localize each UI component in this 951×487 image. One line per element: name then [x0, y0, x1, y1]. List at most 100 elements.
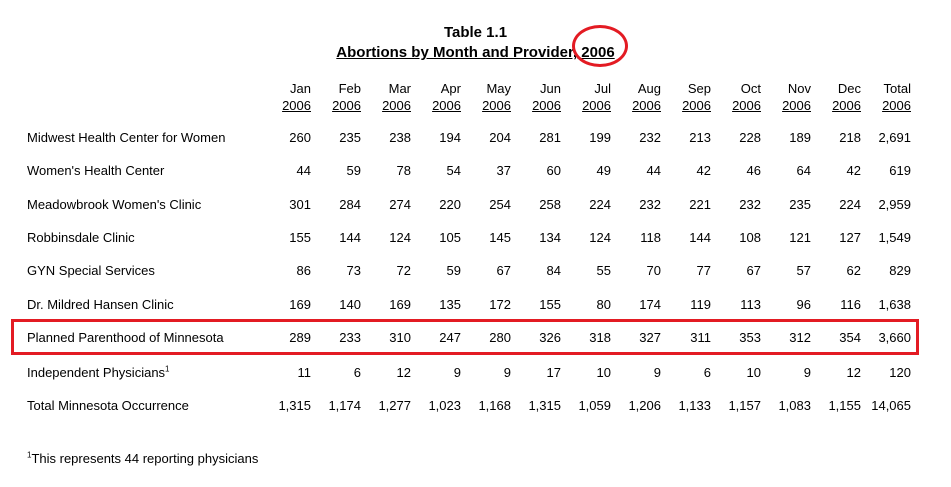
- table-cell: 108: [739, 230, 761, 245]
- table-cell: 1,549: [878, 230, 911, 245]
- column-header: Jan 2006: [251, 80, 311, 114]
- table-cell: 60: [546, 163, 561, 178]
- table-cell: 140: [339, 297, 361, 312]
- row-label-text: Dr. Mildred Hansen Clinic: [27, 297, 174, 312]
- year-circle-annotation: [572, 25, 628, 67]
- column-header-month: Total: [883, 81, 911, 96]
- table-cell: 1,157: [728, 398, 761, 413]
- column-header: Mar 2006: [351, 80, 411, 114]
- table-cell: 67: [496, 263, 511, 278]
- table-cell: 829: [889, 263, 911, 278]
- column-header-month: Jul: [594, 81, 611, 96]
- table-cell: 232: [639, 130, 661, 145]
- footnote-reference: 1: [165, 364, 170, 374]
- table-cell: 232: [739, 197, 761, 212]
- table-cell: 42: [696, 163, 711, 178]
- table-cell: 220: [439, 197, 461, 212]
- table-cell: 9: [503, 365, 511, 380]
- column-header-month: Feb: [338, 81, 361, 96]
- table-subtitle-text: Abortions by Month and Provider, 2006: [336, 44, 615, 61]
- column-header-year: 2006: [832, 98, 861, 113]
- table-cell: 213: [689, 130, 711, 145]
- table-cell: 1,174: [328, 398, 361, 413]
- table-cell: 619: [889, 163, 911, 178]
- table-cell: 134: [539, 230, 561, 245]
- row-label-text: Women's Health Center: [27, 163, 165, 178]
- footnote-mark: 1: [27, 450, 32, 460]
- table-cell: 221: [689, 197, 711, 212]
- table-cell: 84: [546, 263, 561, 278]
- table-cell: 284: [339, 197, 361, 212]
- table-cell: 326: [539, 330, 561, 345]
- column-header-month: Aug: [637, 81, 661, 96]
- table-cell: 86: [296, 263, 311, 278]
- table-cell: 169: [289, 297, 311, 312]
- table-cell: 1,059: [578, 398, 611, 413]
- column-header-year: 2006: [432, 98, 461, 113]
- table-subtitle: Abortions by Month and Provider, 2006: [0, 44, 951, 61]
- column-header: Jun 2006: [501, 80, 561, 114]
- row-label: Total Minnesota Occurrence: [27, 398, 189, 413]
- table-cell: 174: [639, 297, 661, 312]
- table-cell: 121: [789, 230, 811, 245]
- table-cell: 353: [739, 330, 761, 345]
- table-cell: 189: [789, 130, 811, 145]
- table-cell: 318: [589, 330, 611, 345]
- table-cell: 59: [346, 163, 361, 178]
- table-cell: 1,168: [478, 398, 511, 413]
- table-cell: 144: [689, 230, 711, 245]
- table-cell: 2,959: [878, 197, 911, 212]
- table-cell: 1,023: [428, 398, 461, 413]
- table-cell: 1,277: [378, 398, 411, 413]
- table-cell: 119: [690, 297, 711, 312]
- table-cell: 1,133: [678, 398, 711, 413]
- table-cell: 312: [789, 330, 811, 345]
- table-cell: 46: [746, 163, 761, 178]
- table-cell: 59: [446, 263, 461, 278]
- table-cell: 6: [353, 365, 361, 380]
- table-cell: 1,315: [278, 398, 311, 413]
- table-cell: 204: [489, 130, 511, 145]
- column-header-year: 2006: [532, 98, 561, 113]
- table-cell: 54: [446, 163, 461, 178]
- table-cell: 120: [889, 365, 911, 380]
- table-cell: 281: [539, 130, 561, 145]
- table-cell: 135: [439, 297, 461, 312]
- row-label-text: Total Minnesota Occurrence: [27, 398, 189, 413]
- table-cell: 124: [589, 230, 611, 245]
- row-label: Independent Physicians1: [27, 365, 170, 380]
- column-header-year: 2006: [482, 98, 511, 113]
- table-cell: 6: [703, 365, 711, 380]
- table-cell: 1,083: [778, 398, 811, 413]
- table-cell: 105: [439, 230, 461, 245]
- table-cell: 145: [489, 230, 511, 245]
- table-cell: 55: [596, 263, 611, 278]
- column-header-year: 2006: [882, 98, 911, 113]
- table-cell: 12: [846, 365, 861, 380]
- column-header-month: May: [486, 81, 511, 96]
- table-cell: 10: [746, 365, 761, 380]
- column-header: Nov 2006: [751, 80, 811, 114]
- table-cell: 80: [596, 297, 611, 312]
- table-cell: 235: [789, 197, 811, 212]
- row-label: Dr. Mildred Hansen Clinic: [27, 297, 174, 312]
- table-cell: 116: [840, 297, 861, 312]
- column-header-month: Mar: [388, 81, 411, 96]
- column-header-year: 2006: [782, 98, 811, 113]
- row-label-text: Planned Parenthood of Minnesota: [27, 330, 224, 345]
- table-cell: 247: [439, 330, 461, 345]
- footnote-text: This represents 44 reporting physicians: [31, 451, 259, 466]
- row-label: Midwest Health Center for Women: [27, 130, 225, 145]
- column-header-year: 2006: [382, 98, 411, 113]
- column-header-month: Apr: [440, 81, 461, 96]
- table-cell: 228: [739, 130, 761, 145]
- table-cell: 64: [796, 163, 811, 178]
- table-cell: 3,660: [878, 330, 911, 345]
- row-label: Robbinsdale Clinic: [27, 230, 135, 245]
- column-header-month: Oct: [740, 81, 761, 96]
- table-cell: 11: [297, 365, 312, 380]
- table-cell: 62: [846, 263, 861, 278]
- column-header: Dec 2006: [801, 80, 861, 114]
- row-label-text: Independent Physicians: [27, 365, 166, 380]
- table-cell: 67: [746, 263, 761, 278]
